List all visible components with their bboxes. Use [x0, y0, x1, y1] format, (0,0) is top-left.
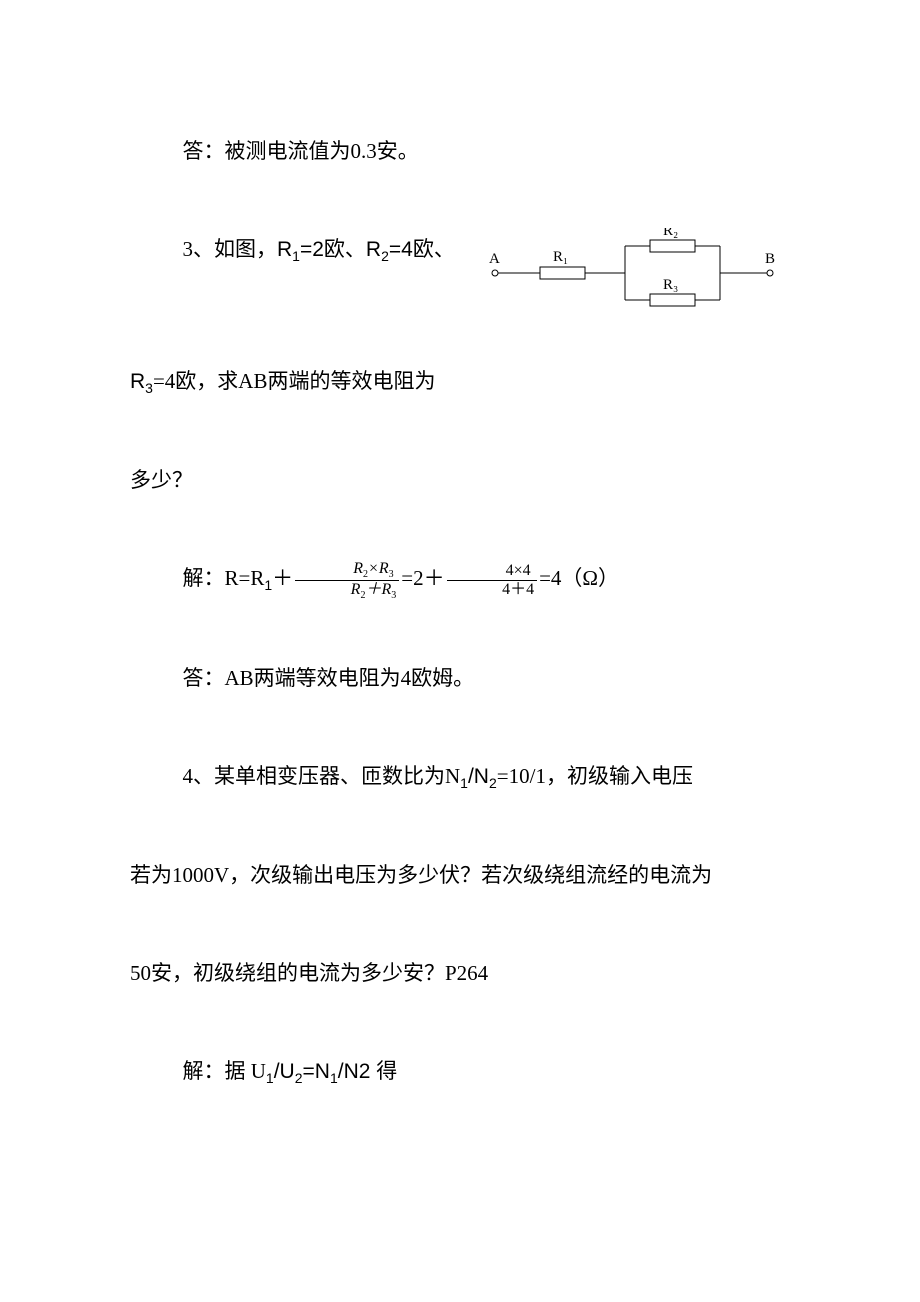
r3-box — [650, 294, 695, 306]
document-content: 答：被测电流值为0.3安。 3、如图，R1=2欧、R2=4欧、 A R₁ — [0, 0, 920, 1093]
circuit-svg: A R₁ R₂ R₃ — [485, 228, 785, 318]
q3-r2-eq: =4欧、 — [389, 238, 455, 261]
label-r1: R₁ — [553, 249, 568, 265]
q3-row: 3、如图，R1=2欧、R2=4欧、 A R₁ R₂ — [130, 228, 790, 332]
q4-sol-s1: 1 — [266, 1070, 274, 1086]
q4-l1s1: 1 — [460, 775, 468, 791]
q4-sol-b: /U — [274, 1060, 295, 1083]
f1dm: ＋ — [365, 581, 381, 598]
label-b: B — [765, 251, 775, 267]
label-r3: R₃ — [663, 277, 678, 293]
f1da: R — [351, 581, 361, 598]
r2-box — [650, 240, 695, 252]
q4-line2: 若为1000V，次级输出电压为多少伏？若次级绕组流经的电流为 — [130, 854, 790, 896]
q4-l1c: =10/1，初级输入电压 — [497, 764, 693, 788]
q3-line3: 多少？ — [130, 459, 790, 501]
q3-r1-eq: =2欧、 — [300, 238, 366, 261]
f2d: 4＋4 — [447, 581, 538, 599]
f1ns2: 3 — [389, 569, 394, 580]
q4-l1b: /N — [468, 765, 489, 788]
q4-line1: 4、某单相变压器、匝数比为N1/N2=10/1，初级输入电压 — [130, 755, 790, 798]
q3-line2: R3=4欧，求AB两端的等效电阻为 — [130, 360, 790, 403]
q3-sol-prefix: 解：R=R — [183, 566, 265, 590]
q3-r2-sub: 2 — [381, 248, 389, 264]
q3-answer: 答：AB两端等效电阻为4欧姆。 — [130, 657, 790, 699]
q3-solution: 解：R=R1＋R2×R3R2＋R3=2＋4×44＋4=4（Ω） — [130, 557, 790, 601]
q4-sol-s2: 2 — [295, 1070, 303, 1086]
q3-r3-rest: =4欧，求AB两端的等效电阻为 — [153, 369, 436, 393]
q4-sol-d: /N2 得 — [338, 1060, 398, 1083]
q4-sol-s3: 1 — [330, 1070, 338, 1086]
q3-text-part1: 3、如图，R1=2欧、R2=4欧、 — [130, 228, 455, 271]
f2n: 4×4 — [447, 562, 538, 581]
q3-r1: R — [277, 238, 292, 261]
f1db: R — [381, 581, 391, 598]
q4-l1s2: 2 — [489, 775, 497, 791]
f1ds2: 3 — [391, 590, 396, 601]
node-a — [492, 270, 498, 276]
q3-r2: R — [366, 238, 381, 261]
q4-line3: 50安，初级绕组的电流为多少安？P264 — [130, 952, 790, 994]
answer-prev: 答：被测电流值为0.3安。 — [130, 130, 790, 172]
f1na: R — [353, 560, 363, 577]
q3-frac1: R2×R3R2＋R3 — [295, 560, 399, 601]
q4-solution: 解：据 U1/U2=N1/N2 得 — [130, 1050, 790, 1093]
q3-r1-sub: 1 — [292, 248, 300, 264]
q3-prefix: 3、如图， — [183, 237, 278, 261]
r1-box — [540, 267, 585, 279]
q3-frac2: 4×44＋4 — [447, 562, 538, 598]
q3-r3: R — [130, 370, 145, 393]
q3-r3-sub: 3 — [145, 380, 153, 396]
q4-l1a: 4、某单相变压器、匝数比为N — [183, 764, 461, 788]
f1nm: × — [368, 560, 379, 577]
label-r2: R₂ — [663, 228, 678, 239]
q4-sol-a: 解：据 U — [183, 1059, 266, 1083]
f1nb: R — [379, 560, 389, 577]
node-b — [767, 270, 773, 276]
q3-sol-plus1: ＋ — [272, 566, 293, 590]
q3-sol-sub1: 1 — [264, 577, 272, 593]
q3-mid-eq: =2＋ — [401, 566, 444, 590]
circuit-diagram: A R₁ R₂ R₃ — [485, 228, 785, 332]
q3-result: =4（Ω） — [539, 566, 619, 590]
q4-sol-c: =N — [303, 1060, 330, 1083]
label-a: A — [489, 251, 500, 267]
